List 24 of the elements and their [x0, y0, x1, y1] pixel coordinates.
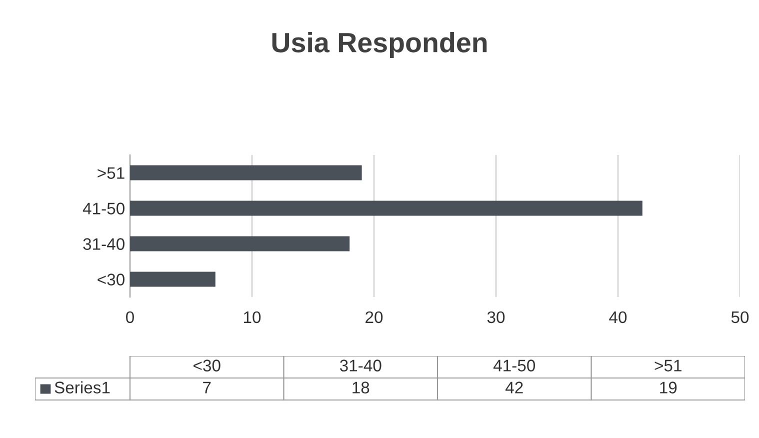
category-label: 31-40	[340, 360, 382, 372]
y-tick-label: 41-50	[82, 202, 124, 214]
y-tick-label: <30	[98, 274, 124, 286]
data-label: 42	[505, 382, 523, 394]
bar	[130, 236, 350, 252]
bar	[130, 165, 362, 180]
data-label: 19	[660, 382, 677, 394]
bar	[130, 272, 216, 287]
category-label: >51	[654, 360, 682, 372]
data-label: 18	[352, 382, 370, 394]
x-tick-label: 30	[487, 311, 505, 324]
x-tick-label: 50	[731, 311, 749, 324]
category-label: <30	[194, 360, 220, 372]
x-tick-label: 0	[126, 311, 134, 324]
x-tick-label: 10	[244, 311, 261, 324]
y-tick-label: 31-40	[83, 238, 124, 250]
x-tick-label: 40	[609, 311, 627, 324]
category-label: 41-50	[493, 360, 536, 372]
x-tick-label: 20	[366, 311, 383, 324]
y-tick-label: >51	[98, 167, 124, 179]
legend-label: Series1	[54, 381, 110, 394]
bar	[130, 200, 642, 216]
chart-title: Usia Responden	[272, 32, 487, 58]
data-label: 7	[203, 382, 211, 394]
